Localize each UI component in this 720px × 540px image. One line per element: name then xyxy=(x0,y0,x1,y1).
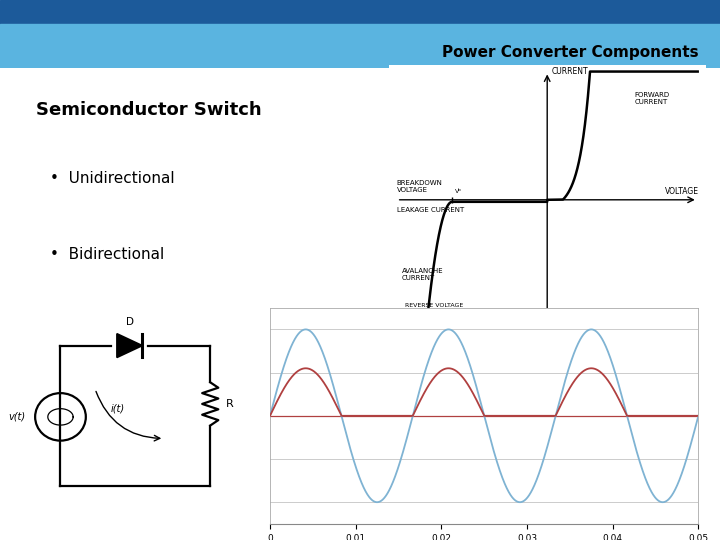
Text: VOLTAGE: VOLTAGE xyxy=(665,187,699,195)
Text: LEAKAGE CURRENT: LEAKAGE CURRENT xyxy=(397,206,464,213)
Text: AVALANCHE
CURRENT: AVALANCHE CURRENT xyxy=(402,267,443,281)
Text: REVERSE VOLTAGE: REVERSE VOLTAGE xyxy=(405,303,463,308)
Text: D: D xyxy=(125,317,134,327)
Bar xyxy=(0,0,720,24)
Text: v(t): v(t) xyxy=(9,412,26,422)
Text: R: R xyxy=(226,399,234,409)
Text: FORWARD
CURRENT: FORWARD CURRENT xyxy=(634,92,670,105)
Text: •  Bidirectional: • Bidirectional xyxy=(50,247,165,262)
Bar xyxy=(0,24,720,68)
Text: BREAKDOWN
VOLTAGE: BREAKDOWN VOLTAGE xyxy=(397,179,443,193)
Text: Power Converter Components: Power Converter Components xyxy=(442,45,698,60)
Text: •  Unidirectional: • Unidirectional xyxy=(50,172,175,186)
Text: CURRENT: CURRENT xyxy=(552,68,588,77)
Text: Vᵇ: Vᵇ xyxy=(455,190,462,194)
Text: Semiconductor Switch: Semiconductor Switch xyxy=(36,100,261,119)
Text: i(t): i(t) xyxy=(111,403,125,413)
Polygon shape xyxy=(117,334,143,357)
